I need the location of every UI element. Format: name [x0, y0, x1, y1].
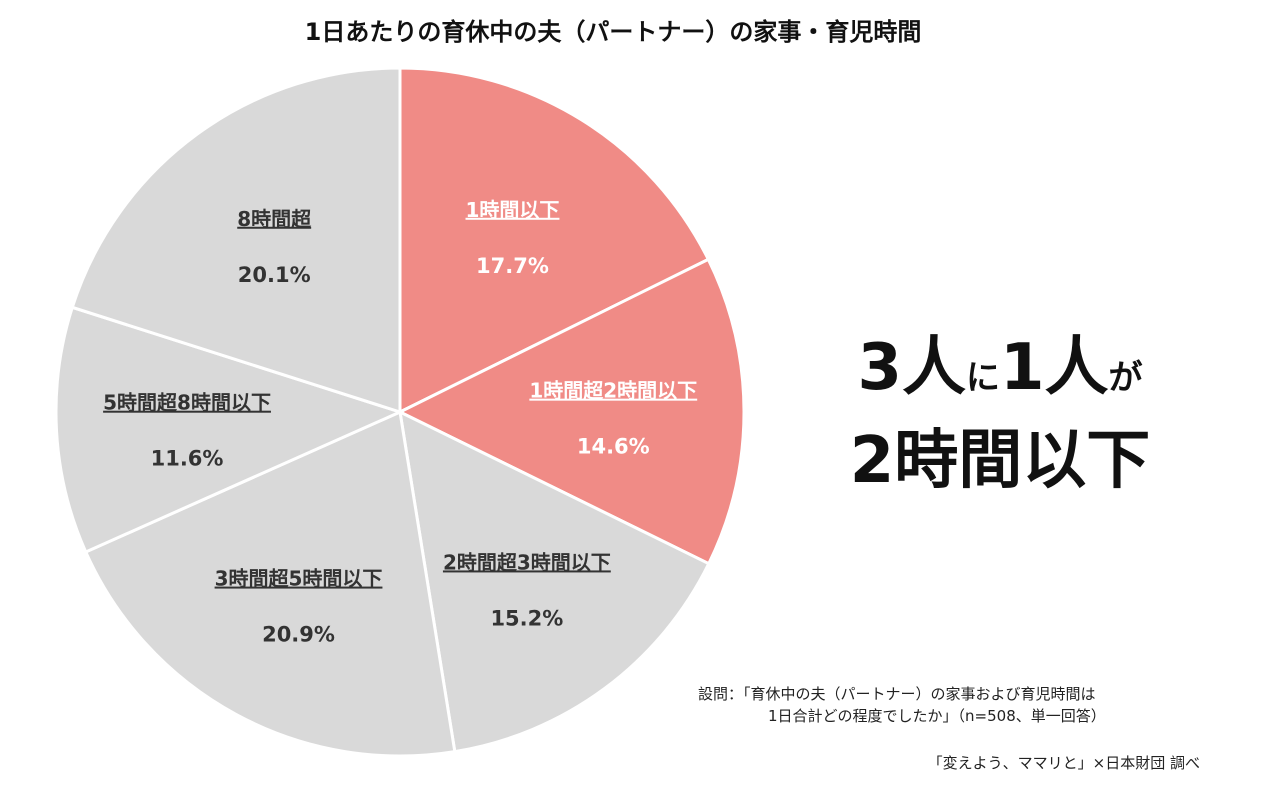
slice-label-2: 1時間超2時間以下: [529, 379, 697, 403]
slice-label-1: 1時間以下: [466, 198, 560, 222]
slice-value-5: 11.6%: [151, 447, 224, 471]
pie-slice-3: [398, 409, 711, 754]
slice-value-2: 14.6%: [577, 435, 650, 459]
headline-part-c: 1人: [1000, 331, 1109, 405]
chart-title: 1日あたりの育休中の夫（パートナー）の家事・育児時間: [304, 18, 922, 46]
slice-label-3: 2時間超3時間以下: [443, 550, 611, 574]
pie-slice-1: [398, 66, 711, 415]
slice-value-3: 15.2%: [490, 606, 563, 630]
pie-slice-5: [54, 305, 405, 554]
pie-slice-6: [70, 66, 402, 415]
headline-part-b: に: [966, 358, 1000, 398]
pie-slice-2: [396, 257, 746, 566]
pie-slice-4: [83, 409, 457, 758]
source-credit: 「変えよう、ママリと」×日本財団 調べ: [927, 754, 1200, 772]
slice-value-1: 17.7%: [476, 254, 549, 278]
survey-note-line1: 設問：「育休中の夫（パートナー）の家事および育児時間は: [698, 685, 1096, 703]
slice-label-6: 8時間超: [237, 207, 312, 231]
headline: 3人に1人が 2時間以下: [790, 328, 1210, 504]
survey-note: 設問：「育休中の夫（パートナー）の家事および育児時間は 1日合計どの程度でしたか…: [698, 683, 1106, 727]
headline-part-d: が: [1108, 358, 1143, 398]
slice-value-4: 20.9%: [262, 623, 335, 647]
slice-label-5: 5時間超8時間以下: [103, 391, 271, 415]
headline-line2: 2時間以下: [849, 424, 1151, 498]
slice-label-4: 3時間超5時間以下: [215, 567, 383, 591]
headline-part-a: 3人: [857, 331, 966, 405]
pie-chart: 1時間以下 17.7% 1時間超2時間以下 14.6% 2時間超3時間以下 15.2% 3時…: [54, 66, 746, 758]
slice-value-6: 20.1%: [238, 263, 311, 287]
headline-line1: 3人に1人が: [790, 328, 1210, 418]
survey-note-line2: 1日合計どの程度でしたか」（n=508、単一回答）: [768, 707, 1106, 725]
